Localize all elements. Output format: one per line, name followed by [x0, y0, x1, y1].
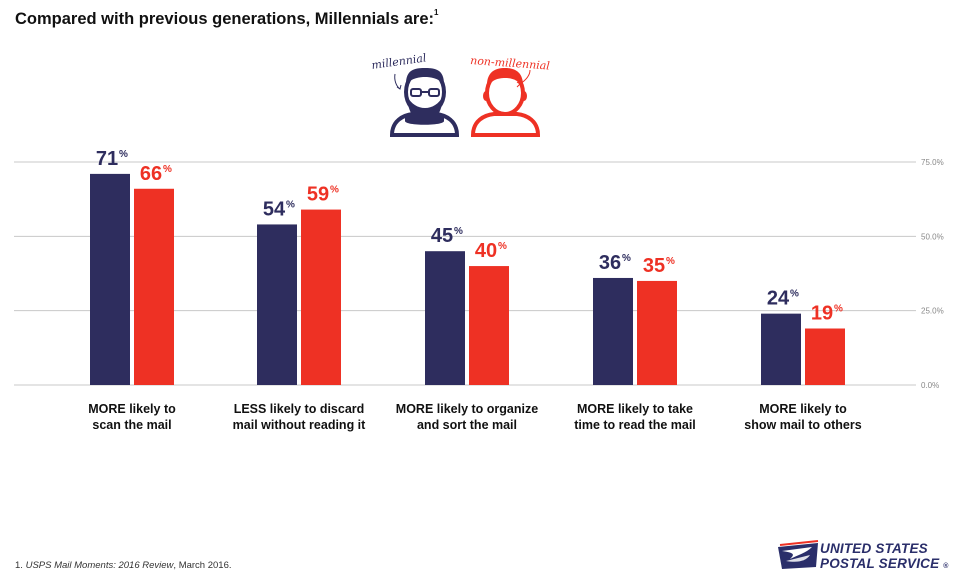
y-tick-label: 75.0% [921, 158, 944, 167]
footnote-number: 1. [15, 560, 23, 571]
value-label-millennial: 45 [431, 225, 453, 247]
value-label-non-millennial: 19 [811, 303, 833, 325]
bar-millennial [425, 251, 465, 385]
category-label: MORE likely to organize [396, 402, 538, 416]
bar-non-millennial [134, 188, 174, 385]
category-label: mail without reading it [233, 418, 366, 432]
footnote-source: USPS Mail Moments: 2016 Review [25, 560, 174, 571]
category-label: show mail to others [744, 418, 861, 432]
logo-registered-mark: ® [943, 563, 949, 570]
value-labels: 71 %66 %54% 59 %45 %40 %36% 35 %24 %19% [96, 148, 843, 325]
category-label: LESS likely to discard [234, 402, 365, 416]
value-label-millennial: 24 [767, 288, 790, 310]
category-label: scan the mail [92, 418, 171, 432]
value-label-percent: % [666, 256, 675, 267]
title-footnote-marker: 1 [434, 8, 439, 17]
value-label-percent: % [834, 304, 843, 315]
value-label-non-millennial: 35 [643, 255, 665, 277]
bar-non-millennial [469, 266, 509, 385]
value-label-percent: % [330, 185, 339, 196]
footnote-date: , March 2016. [173, 560, 232, 571]
non-millennial-avatar-icon [470, 68, 541, 137]
bar-millennial [761, 313, 801, 385]
value-label-millennial: 36 [599, 252, 621, 274]
bar-millennial [593, 277, 633, 385]
non-millennial-arrowhead [516, 81, 521, 88]
value-label-millennial: 54 [263, 198, 286, 220]
chart-title: Compared with previous generations, Mill… [15, 8, 438, 29]
value-label-non-millennial: 59 [307, 184, 329, 206]
value-label-percent: % [454, 226, 463, 237]
value-label-millennial: 71 [96, 148, 118, 170]
millennial-arrowhead [396, 84, 402, 90]
logo-line-2: POSTAL SERVICE [820, 556, 940, 571]
logo-text: UNITED STATES POSTAL SERVICE ® [820, 541, 949, 574]
value-label-percent: % [622, 253, 631, 264]
category-label: MORE likely to [88, 402, 176, 416]
y-tick-label: 25.0% [921, 307, 944, 316]
legend-non-millennial-label: non-millennial [470, 54, 551, 73]
y-tick-label: 50.0% [921, 232, 944, 241]
bar-non-millennial [805, 328, 845, 385]
bar-non-millennial [301, 209, 341, 385]
y-tick-label: 0.0% [921, 381, 939, 390]
category-label: MORE likely to take [577, 402, 693, 416]
value-label-percent: % [498, 241, 507, 252]
bar-millennial [257, 224, 297, 385]
logo-line-1: UNITED STATES [820, 541, 928, 556]
eagle-icon [778, 540, 819, 569]
millennial-avatar-icon [389, 68, 460, 137]
bar-non-millennial [637, 280, 677, 385]
category-labels: MORE likely to scan the mail LESS likely t… [88, 402, 861, 432]
value-label-percent: % [790, 289, 799, 300]
category-label: and sort the mail [417, 418, 517, 432]
value-label-percent: % [286, 199, 295, 210]
bars [90, 173, 845, 385]
category-label: time to read the mail [574, 418, 696, 432]
value-label-non-millennial: 66 [140, 163, 162, 185]
value-label-non-millennial: 40 [475, 240, 497, 262]
value-label-percent: % [163, 164, 172, 175]
category-label: MORE likely to [759, 402, 847, 416]
chart-title-text: Compared with previous generations, Mill… [15, 10, 435, 28]
bar-millennial [90, 173, 130, 385]
value-label-percent: % [119, 149, 128, 160]
usps-logo: UNITED STATES POSTAL SERVICE ® [776, 539, 956, 573]
non-millennial-arrow [519, 69, 531, 85]
footnote: 1. USPS Mail Moments: 2016 Review, March… [15, 560, 232, 571]
